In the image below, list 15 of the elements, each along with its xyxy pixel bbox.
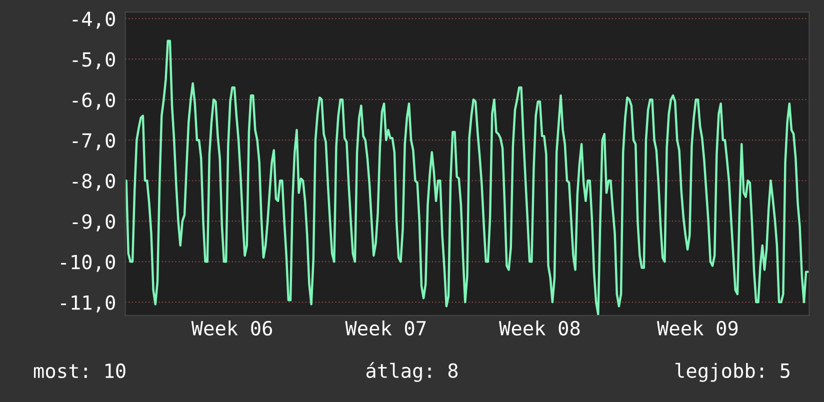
y-tick-label: -10,0	[61, 254, 115, 272]
y-tick-label: -9,0	[72, 214, 115, 232]
text: legjobb: 5	[675, 362, 790, 382]
text: most: 10	[34, 363, 126, 378]
y-tick-label: -11,0	[61, 295, 115, 312]
x-tick-label: Week 09	[656, 320, 738, 336]
y-tick-label: -4,0	[72, 12, 115, 29]
y-tick-label: -8,0	[72, 174, 115, 191]
text: átlag: 8	[366, 362, 458, 382]
x-tick-label: Week 06	[191, 320, 272, 336]
y-tick-label: -7,0	[72, 133, 115, 150]
x-tick-label: Week 07	[345, 320, 426, 336]
x-tick-label: Week 08	[498, 320, 580, 336]
y-tick-label: -6,0	[72, 92, 115, 110]
y-tick-label: -5,0	[72, 52, 115, 70]
